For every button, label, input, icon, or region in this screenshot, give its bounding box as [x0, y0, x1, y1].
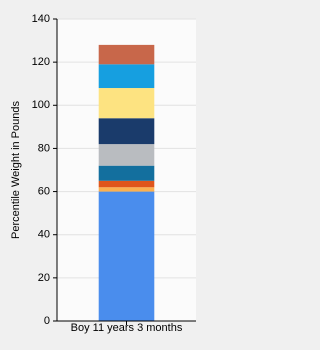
y-tick-label: 60 [38, 185, 50, 197]
x-tick-label: Boy 11 years 3 months [71, 322, 183, 334]
y-tick-label: 0 [44, 315, 50, 327]
y-tick-label: 20 [38, 272, 50, 284]
chart: Percentile Weight in Pounds 0 20 40 60 80 100… [10, 13, 196, 334]
bar-segment [98, 187, 155, 192]
bar-segment [98, 191, 155, 321]
bar-segment [98, 165, 155, 181]
y-tick-label: 140 [32, 13, 50, 25]
y-tick-label: 80 [38, 142, 50, 154]
bar-segment [98, 180, 155, 188]
y-tick-label: 120 [32, 56, 50, 68]
y-tick-label: 40 [38, 229, 50, 241]
bar-segment [98, 64, 155, 89]
y-axis-label: Percentile Weight in Pounds [10, 101, 22, 239]
y-tick-label: 100 [32, 99, 50, 111]
bar-segment [98, 88, 155, 119]
bar-segment [98, 144, 155, 166]
bar-segment [98, 118, 155, 145]
bar-segment [98, 44, 155, 65]
